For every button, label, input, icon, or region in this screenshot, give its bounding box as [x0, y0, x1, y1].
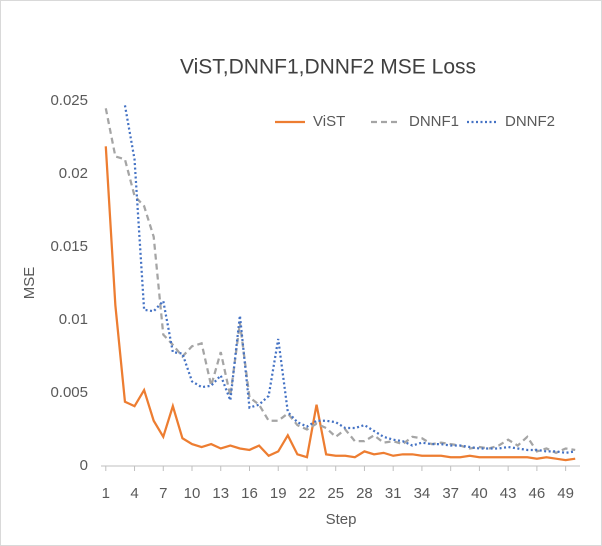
x-tick-label: 16 — [241, 485, 258, 502]
y-tick-label: 0 — [80, 457, 88, 474]
y-tick-label: 0.025 — [50, 92, 88, 109]
series-line — [104, 146, 576, 462]
legend-label: DNNF1 — [409, 113, 459, 130]
legend-label: ViST — [313, 113, 345, 130]
y-axis-label: MSE — [21, 267, 38, 300]
legend-label: DNNF2 — [505, 113, 555, 130]
x-tick-label: 34 — [414, 485, 431, 502]
x-axis-label: Step — [326, 511, 357, 528]
chart-title: ViST,DNNF1,DNNF2 MSE Loss — [180, 56, 476, 79]
x-tick-label: 49 — [557, 485, 574, 502]
x-tick-label: 22 — [299, 485, 316, 502]
y-tick-label: 0.01 — [59, 311, 88, 328]
x-tick-label: 25 — [327, 485, 344, 502]
x-tick-label: 46 — [529, 485, 546, 502]
x-tick-label: 28 — [356, 485, 373, 502]
x-tick-label: 31 — [385, 485, 402, 502]
x-tick-label: 43 — [500, 485, 517, 502]
y-tick-label: 0.015 — [50, 238, 88, 255]
y-tick-label: 0.02 — [59, 165, 88, 182]
x-tick-label: 10 — [184, 485, 201, 502]
x-tick-label: 1 — [102, 485, 110, 502]
y-tick-label: 0.005 — [50, 384, 88, 401]
x-tick-label: 4 — [130, 485, 138, 502]
x-tick-label: 13 — [212, 485, 229, 502]
x-tick-label: 7 — [159, 485, 167, 502]
x-tick-label: 37 — [442, 485, 459, 502]
series-line — [123, 105, 576, 454]
x-tick-label: 40 — [471, 485, 488, 502]
x-tick-label: 19 — [270, 485, 287, 502]
